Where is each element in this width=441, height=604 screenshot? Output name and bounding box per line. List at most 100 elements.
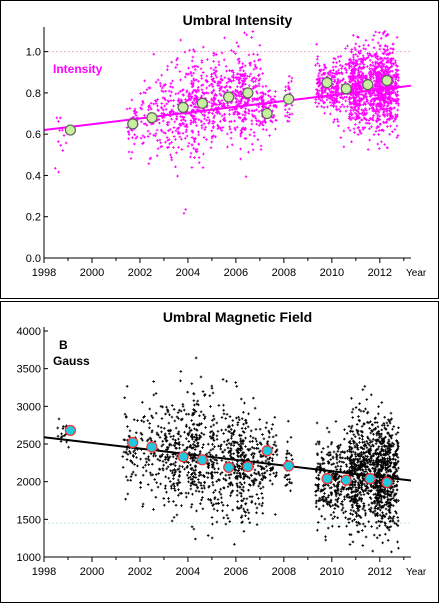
x-tick-label: 2004 <box>176 267 200 279</box>
data-point <box>337 56 340 59</box>
data-point <box>205 119 208 122</box>
data-point <box>183 468 186 471</box>
data-point <box>236 494 239 497</box>
data-point <box>159 139 162 142</box>
data-point <box>220 493 223 496</box>
data-point <box>365 398 368 401</box>
data-point <box>156 139 159 142</box>
data-point <box>397 524 400 527</box>
data-point <box>346 45 349 48</box>
data-point <box>152 380 155 383</box>
data-point <box>139 458 142 461</box>
data-point <box>328 431 331 434</box>
data-point <box>210 502 213 505</box>
data-point <box>174 461 177 464</box>
data-point <box>272 472 275 475</box>
data-point <box>170 61 173 64</box>
data-point <box>190 484 193 487</box>
data-point <box>397 79 400 82</box>
data-point <box>187 481 190 484</box>
data-point <box>141 401 144 404</box>
mean-marker <box>284 94 294 104</box>
data-point <box>327 445 330 448</box>
data-point <box>396 541 399 544</box>
data-point <box>345 525 348 528</box>
data-point <box>357 133 360 136</box>
data-point <box>252 149 255 152</box>
data-point <box>152 508 155 511</box>
data-point <box>275 471 278 474</box>
data-point <box>265 426 268 429</box>
data-point <box>212 432 215 435</box>
data-point <box>194 68 197 71</box>
data-point <box>286 450 289 453</box>
mean-marker <box>382 76 392 86</box>
data-point <box>191 525 194 528</box>
y-tick-label: 0.2 <box>26 212 41 224</box>
data-point <box>397 516 400 519</box>
data-point <box>161 87 164 90</box>
data-point <box>193 528 196 531</box>
data-point <box>130 157 133 160</box>
data-point <box>255 123 258 126</box>
data-point <box>211 481 214 484</box>
data-point <box>381 511 384 514</box>
data-point <box>170 141 173 144</box>
data-point <box>157 472 160 475</box>
data-point <box>386 422 389 425</box>
data-point <box>145 458 148 461</box>
data-point <box>315 494 318 497</box>
data-point <box>244 514 247 517</box>
data-point <box>269 96 272 99</box>
data-point <box>230 428 233 431</box>
data-point <box>161 440 164 443</box>
data-point <box>126 385 129 388</box>
data-point <box>201 487 204 490</box>
data-point <box>162 469 165 472</box>
data-point <box>237 421 240 424</box>
data-point <box>190 506 193 509</box>
data-point <box>396 125 399 128</box>
data-point <box>201 61 204 64</box>
data-point <box>210 146 213 149</box>
data-point <box>197 131 200 134</box>
data-point <box>347 126 350 129</box>
data-point <box>170 99 173 102</box>
data-point <box>161 417 164 420</box>
x-tick-label: 2002 <box>128 267 152 279</box>
data-point <box>140 121 143 124</box>
data-point <box>163 105 166 108</box>
data-point <box>226 89 229 92</box>
data-point <box>181 148 184 151</box>
data-point <box>257 485 260 488</box>
x-tick-label: 1998 <box>32 267 56 279</box>
data-point <box>332 61 335 64</box>
data-point <box>274 416 277 419</box>
data-point <box>144 464 147 467</box>
data-point <box>349 517 352 520</box>
data-point <box>329 113 332 116</box>
data-point <box>173 135 176 138</box>
data-point <box>378 445 381 448</box>
data-point <box>396 480 399 483</box>
data-point <box>247 517 250 520</box>
data-point <box>337 120 340 123</box>
data-point <box>378 525 381 528</box>
data-point <box>236 500 239 503</box>
data-point <box>160 431 163 434</box>
data-point <box>147 463 150 466</box>
data-point <box>391 130 394 133</box>
data-point <box>381 445 384 448</box>
data-point <box>340 490 343 493</box>
data-point <box>337 69 340 72</box>
data-point <box>173 120 176 123</box>
data-point <box>174 166 177 169</box>
data-point <box>381 541 384 544</box>
data-point <box>136 465 139 468</box>
data-point <box>254 469 257 472</box>
data-point <box>223 37 226 40</box>
data-point <box>153 478 156 481</box>
data-point <box>125 476 128 479</box>
data-point <box>214 489 217 492</box>
data-point <box>350 509 353 512</box>
